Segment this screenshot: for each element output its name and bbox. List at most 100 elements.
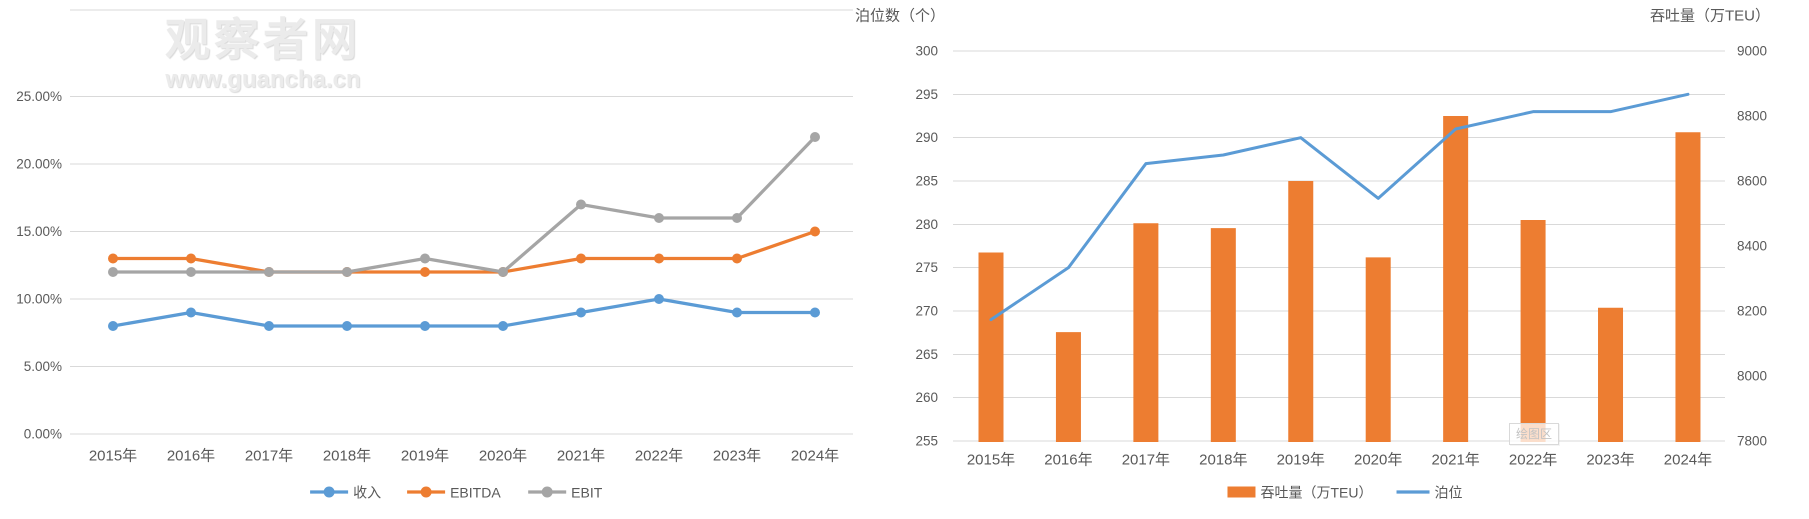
left-axis-tick-label-270: 270 <box>915 304 938 319</box>
data-point-EBIT-2022年 <box>654 213 664 223</box>
right-axis-tick-label-8200: 8200 <box>1737 304 1767 319</box>
x-axis-label-2021年: 2021年 <box>1431 452 1479 469</box>
y-axis-tick-label-25.00%: 25.00% <box>16 89 62 104</box>
right-axis-tick-label-8800: 8800 <box>1737 109 1767 124</box>
left-axis-tick-label-290: 290 <box>915 130 938 145</box>
left-chart-legend-marker-dot <box>420 486 432 498</box>
right-axis-tick-label-8000: 8000 <box>1737 369 1767 384</box>
y-axis-tick-label-5.00%: 5.00% <box>24 359 62 374</box>
data-point-收入-2021年 <box>576 307 586 318</box>
left-axis-tick-label-275: 275 <box>915 260 938 275</box>
series-line-EBIT <box>111 135 817 274</box>
x-axis-label-2019年: 2019年 <box>401 448 449 465</box>
data-point-EBIT-2023年 <box>732 213 742 223</box>
series-line-收入 <box>111 297 817 328</box>
right-axis-tick-label-9000: 9000 <box>1737 44 1767 59</box>
data-point-EBITDA-2019年 <box>420 267 430 277</box>
bar-2020年 <box>1365 257 1391 442</box>
left-axis-title: 泊位数（个） <box>855 8 945 25</box>
x-axis-label-2018年: 2018年 <box>1199 452 1247 469</box>
data-point-收入-2016年 <box>186 307 196 318</box>
series-line-EBITDA <box>111 229 817 274</box>
data-point-EBITDA-2021年 <box>576 253 586 264</box>
bar-2019年 <box>1288 181 1314 442</box>
data-point-EBIT-2016年 <box>186 267 196 277</box>
x-axis-label-2021年: 2021年 <box>557 448 605 465</box>
y-axis-tick-label-15.00%: 15.00% <box>16 224 62 239</box>
x-axis-label-2015年: 2015年 <box>89 448 137 465</box>
data-point-EBITDA-2023年 <box>732 253 742 264</box>
data-point-EBIT-2019年 <box>420 253 430 264</box>
x-axis-label-2016年: 2016年 <box>167 448 215 465</box>
x-axis-label-2024年: 2024年 <box>791 448 839 465</box>
data-point-EBIT-2021年 <box>576 199 586 210</box>
y-axis-tick-label-20.00%: 20.00% <box>16 157 62 172</box>
right-chart-legend-item-吞吐量（万TEU）: 吞吐量（万TEU） <box>1227 485 1372 501</box>
bar-2016年 <box>1055 332 1081 442</box>
left-axis-tick-label-285: 285 <box>915 174 938 189</box>
series-line-泊位 <box>989 92 1690 322</box>
right-axis-tick-label-8400: 8400 <box>1737 239 1767 254</box>
right-axis-title: 吞吐量（万TEU） <box>1650 8 1770 25</box>
left-chart-legend-item-收入: 收入 <box>310 485 381 501</box>
left-chart-legend-label: EBIT <box>571 485 603 501</box>
right-axis-tick-label-7800: 7800 <box>1737 434 1767 449</box>
data-point-EBIT-2018年 <box>342 267 352 277</box>
x-axis-label-2022年: 2022年 <box>1509 452 1557 469</box>
data-point-收入-2022年 <box>654 294 664 304</box>
data-point-收入-2020年 <box>498 321 508 331</box>
right-chart-legend-label: 吞吐量（万TEU） <box>1260 485 1372 501</box>
left-axis-tick-label-295: 295 <box>915 87 938 102</box>
data-point-收入-2023年 <box>732 307 742 318</box>
x-axis-label-2016年: 2016年 <box>1044 452 1092 469</box>
left-chart-legend-item-EBITDA: EBITDA <box>407 485 501 501</box>
left-axis-tick-label-255: 255 <box>915 434 938 449</box>
left-chart-legend-label: 收入 <box>353 485 381 501</box>
data-point-收入-2019年 <box>420 321 430 331</box>
x-axis-label-2015年: 2015年 <box>967 452 1015 469</box>
bar-2018年 <box>1210 228 1236 442</box>
left-chart-legend-marker-dot <box>323 486 335 498</box>
x-axis-label-2020年: 2020年 <box>479 448 527 465</box>
right-chart-legend-swatch <box>1227 486 1256 498</box>
right-chart-legend-label: 泊位 <box>1435 485 1463 501</box>
data-point-EBIT-2024年 <box>810 132 820 142</box>
x-axis-label-2018年: 2018年 <box>323 448 371 465</box>
bar-2017年 <box>1133 223 1159 442</box>
left-axis-tick-label-260: 260 <box>915 390 938 405</box>
x-axis-label-2019年: 2019年 <box>1277 452 1325 469</box>
data-point-EBITDA-2016年 <box>186 253 196 264</box>
data-point-收入-2024年 <box>810 307 820 318</box>
left-line-chart: 0.00% 5.00% 10.00% 15.00% 20.00% 25.00% 2015年 2… <box>16 9 853 501</box>
y-axis-tick-label-10.00%: 10.00% <box>16 292 62 307</box>
right-combo-chart: 255 260 265 270 275 280 285 290 295 300 7800 8000 82… <box>855 8 1770 501</box>
left-axis-tick-label-265: 265 <box>915 347 938 362</box>
bar-2021年 <box>1443 116 1469 442</box>
x-axis-label-2023年: 2023年 <box>713 448 761 465</box>
data-point-EBIT-2017年 <box>264 267 274 277</box>
right-chart-legend-item-泊位: 泊位 <box>1396 485 1463 501</box>
left-axis-tick-label-280: 280 <box>915 217 938 232</box>
data-point-EBITDA-2015年 <box>108 253 118 264</box>
left-chart-legend-item-EBIT: EBIT <box>528 485 603 501</box>
left-axis-tick-label-300: 300 <box>915 44 938 59</box>
data-point-收入-2018年 <box>342 321 352 331</box>
bar-2015年 <box>978 252 1004 442</box>
x-axis-label-2017年: 2017年 <box>1122 452 1170 469</box>
x-axis-label-2020年: 2020年 <box>1354 452 1402 469</box>
x-axis-label-2017年: 2017年 <box>245 448 293 465</box>
bar-2023年 <box>1598 307 1624 442</box>
x-axis-label-2024年: 2024年 <box>1664 452 1712 469</box>
plot-area-tooltip: 绘图区 <box>1509 423 1560 445</box>
x-axis-label-2022年: 2022年 <box>635 448 683 465</box>
bar-2022年 <box>1520 220 1546 442</box>
data-point-EBITDA-2022年 <box>654 253 664 264</box>
data-point-EBIT-2015年 <box>108 267 118 277</box>
data-point-收入-2017年 <box>264 321 274 331</box>
left-chart-legend-label: EBITDA <box>450 485 501 501</box>
bar-2024年 <box>1675 132 1701 442</box>
data-point-EBIT-2020年 <box>498 267 508 277</box>
left-chart-legend-marker-dot <box>541 486 553 498</box>
